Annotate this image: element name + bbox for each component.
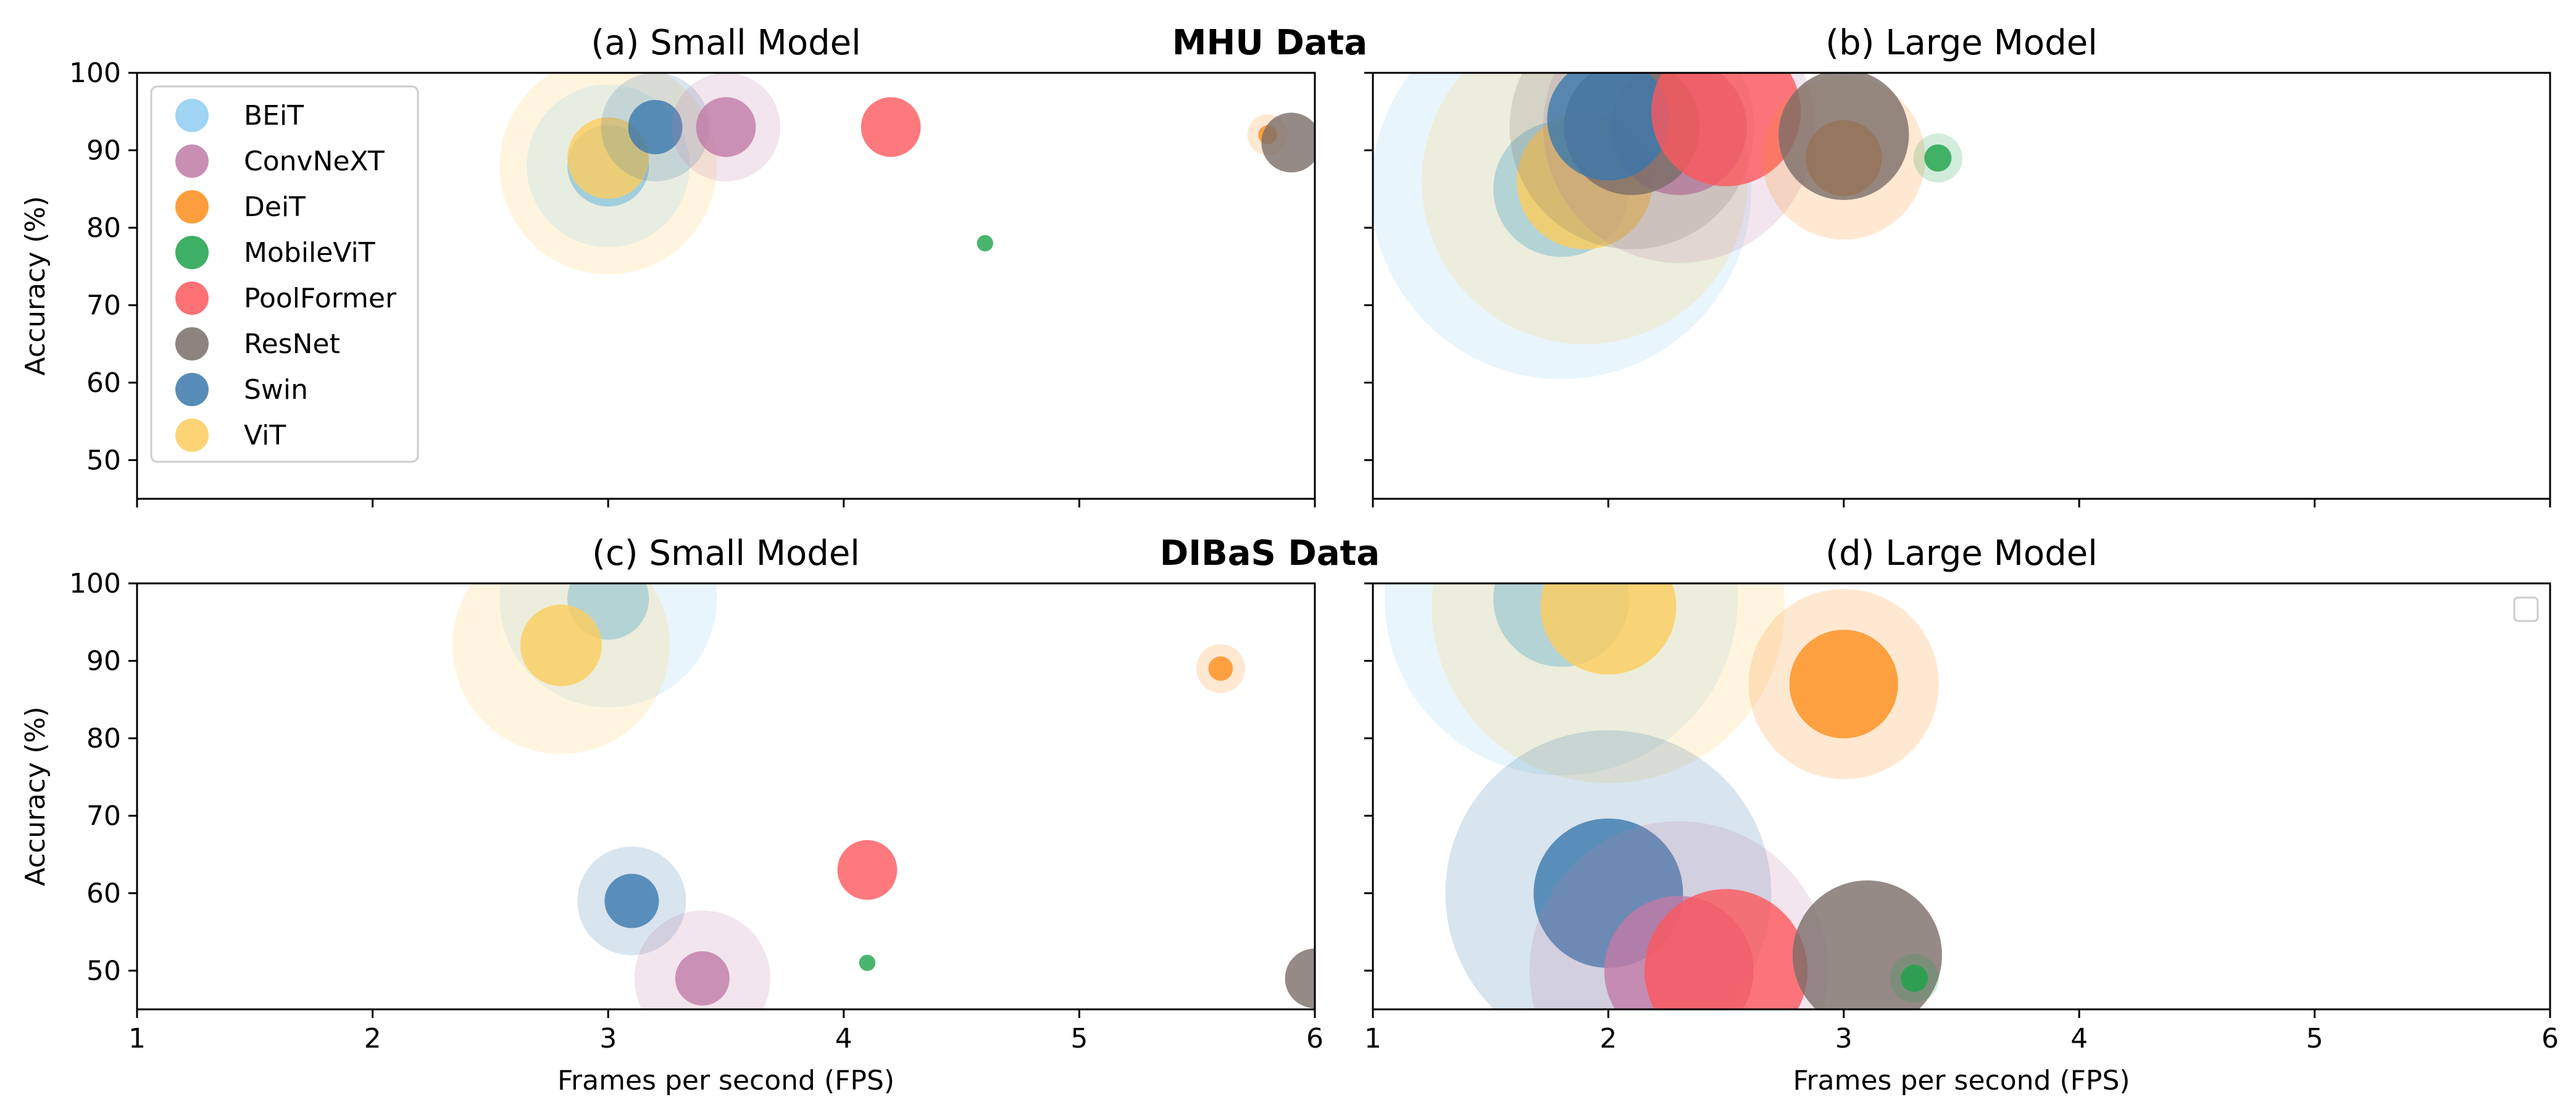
- plot-frame: [1372, 72, 2551, 500]
- legend-label-mobilevit: MobileViT: [244, 237, 375, 269]
- point-mobilevit: [1901, 964, 1928, 992]
- markers: [1373, 73, 1962, 380]
- legend-frame: [150, 85, 419, 463]
- y-tick-label: 100: [69, 57, 121, 89]
- panel-b-large-model: (b) Large Model: [1364, 23, 2551, 507]
- row-title-mhu: MHU Data: [1172, 23, 1367, 63]
- panel-title: (d) Large Model: [1825, 533, 2098, 574]
- panel-title: (c) Small Model: [592, 533, 860, 574]
- x-tick-label: 4: [2070, 1023, 2088, 1054]
- x-tick-label: 2: [364, 1023, 381, 1054]
- legend-marker-swin: [175, 373, 209, 406]
- y-tick-label: 60: [86, 878, 121, 909]
- point-vit: [567, 117, 649, 199]
- y-tick-label: 50: [86, 444, 121, 476]
- panel-c-small-model: (c) Small Model 1 2 3 4 5 6 50 60 70 80 90 100 Frames…: [20, 533, 1323, 1096]
- point-poolformer: [861, 97, 921, 157]
- legend-label-beit: BEiT: [244, 100, 304, 131]
- y-tick-label: 70: [86, 800, 121, 832]
- point-poolformer: [837, 840, 898, 900]
- legend-marker-deit: [175, 190, 209, 223]
- panel-title: (b) Large Model: [1825, 23, 2098, 63]
- point-mobilevit: [1924, 144, 1952, 172]
- y-tick-label: 80: [86, 723, 121, 754]
- markers: [1385, 583, 1942, 1009]
- legend-label-convnext: ConvNeXT: [244, 146, 385, 177]
- x-tick-label: 5: [2306, 1023, 2324, 1054]
- point-deit: [1208, 656, 1233, 681]
- y-axis-label: Accuracy (%): [20, 196, 51, 375]
- point-convnext: [675, 951, 730, 1006]
- row-title-dibas: DIBaS Data: [1160, 533, 1380, 574]
- legend-marker-convnext: [175, 144, 209, 178]
- plot-frame: [1372, 582, 2551, 1011]
- x-tick-label: 6: [1306, 1023, 1323, 1054]
- point-halo-vit: [1432, 583, 1785, 783]
- panel-a-small-model: (a) Small Model 50 60 70 80 90 100 Accuracy (%): [20, 23, 1316, 507]
- point-mobilevit: [977, 235, 993, 252]
- legend-marker-mobilevit: [175, 236, 209, 269]
- point-resnet: [1261, 112, 1315, 173]
- x-tick-label: 3: [1835, 1023, 1853, 1054]
- point-poolformer: [1651, 73, 1801, 186]
- x-tick-label: 3: [599, 1023, 617, 1054]
- legend-marker-vit: [175, 419, 209, 452]
- markers: [499, 73, 1315, 275]
- x-tick-label: 5: [1070, 1023, 1088, 1054]
- x-tick-label: 2: [1599, 1023, 1617, 1054]
- plot-frame: [136, 582, 1316, 1011]
- legend-label-poolformer: PoolFormer: [244, 283, 397, 314]
- markers: [452, 583, 1315, 1009]
- point-vit: [520, 604, 602, 686]
- legend-marker-resnet: [175, 327, 209, 361]
- y-tick-label: 100: [69, 568, 121, 599]
- empty-legend-box: [2513, 596, 2539, 622]
- point-deit: [1789, 630, 1898, 739]
- x-tick-label: 6: [2541, 1023, 2559, 1054]
- legend-marker-poolformer: [175, 282, 209, 315]
- y-tick-label: 80: [86, 212, 121, 244]
- y-tick-label: 60: [86, 367, 121, 399]
- point-mobilevit: [859, 954, 876, 971]
- point-swin: [628, 99, 683, 154]
- x-axis-label: Frames per second (FPS): [1793, 1065, 2130, 1096]
- legend-label-deit: DeiT: [244, 191, 306, 223]
- legend-marker-beit: [175, 99, 209, 132]
- y-axis-label: Accuracy (%): [20, 706, 51, 886]
- x-tick-label: 1: [128, 1023, 146, 1054]
- plot-frame: [136, 72, 1316, 500]
- x-tick-label: 4: [835, 1023, 852, 1054]
- x-axis-label: Frames per second (FPS): [557, 1065, 894, 1096]
- legend-label-swin: Swin: [244, 374, 308, 406]
- y-tick-label: 90: [86, 135, 121, 166]
- y-tick-label: 90: [86, 645, 121, 677]
- legend: BEiT ConvNeXT DeiT MobileViT PoolFormer ResNe…: [150, 85, 419, 463]
- point-resnet: [1778, 73, 1909, 200]
- panel-title: (a) Small Model: [591, 23, 861, 63]
- y-tick-label: 50: [86, 955, 121, 987]
- point-swin: [604, 874, 659, 928]
- legend-label-resnet: ResNet: [244, 328, 340, 360]
- point-convnext: [696, 97, 756, 157]
- legend-label-vit: ViT: [244, 420, 286, 451]
- point-poolformer: [1644, 889, 1808, 1009]
- point-resnet: [1285, 948, 1315, 1009]
- point-vit: [1540, 583, 1677, 675]
- panel-d-large-model: (d) Large Model 1 2 3 4 5 6 Frames per second (…: [1364, 533, 2559, 1096]
- point-swin: [1547, 73, 1670, 181]
- x-tick-label: 1: [1364, 1023, 1382, 1054]
- y-tick-label: 70: [86, 290, 121, 321]
